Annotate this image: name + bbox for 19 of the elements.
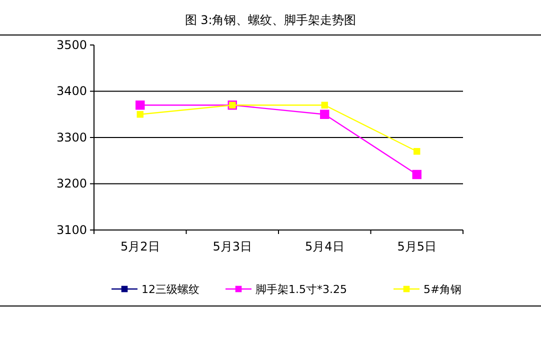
point xyxy=(414,148,420,155)
point xyxy=(320,110,330,119)
point xyxy=(136,111,144,118)
x-tick-label: 5月3日 xyxy=(212,240,252,254)
point xyxy=(412,170,422,180)
y-tick-label: 3400 xyxy=(56,84,87,98)
chart-title: 图 3:角钢、螺纹、脚手架走势图 xyxy=(184,13,356,27)
y-tick-label: 3500 xyxy=(56,38,87,52)
y-tick-label: 3300 xyxy=(56,130,87,144)
x-tick-label: 5月4日 xyxy=(304,240,344,254)
legend-label: 脚手架1.5寸*3.25 xyxy=(256,283,347,296)
legend-label: 5#角钢 xyxy=(424,283,462,296)
legend-label: 12三级螺纹 xyxy=(142,283,200,296)
point xyxy=(136,100,145,110)
point xyxy=(321,102,328,108)
y-tick-label: 3200 xyxy=(56,176,87,191)
x-tick-label: 5月5日 xyxy=(397,240,437,254)
y-tick-label: 3100 xyxy=(56,222,87,237)
x-tick-label: 5月2日 xyxy=(120,240,160,254)
